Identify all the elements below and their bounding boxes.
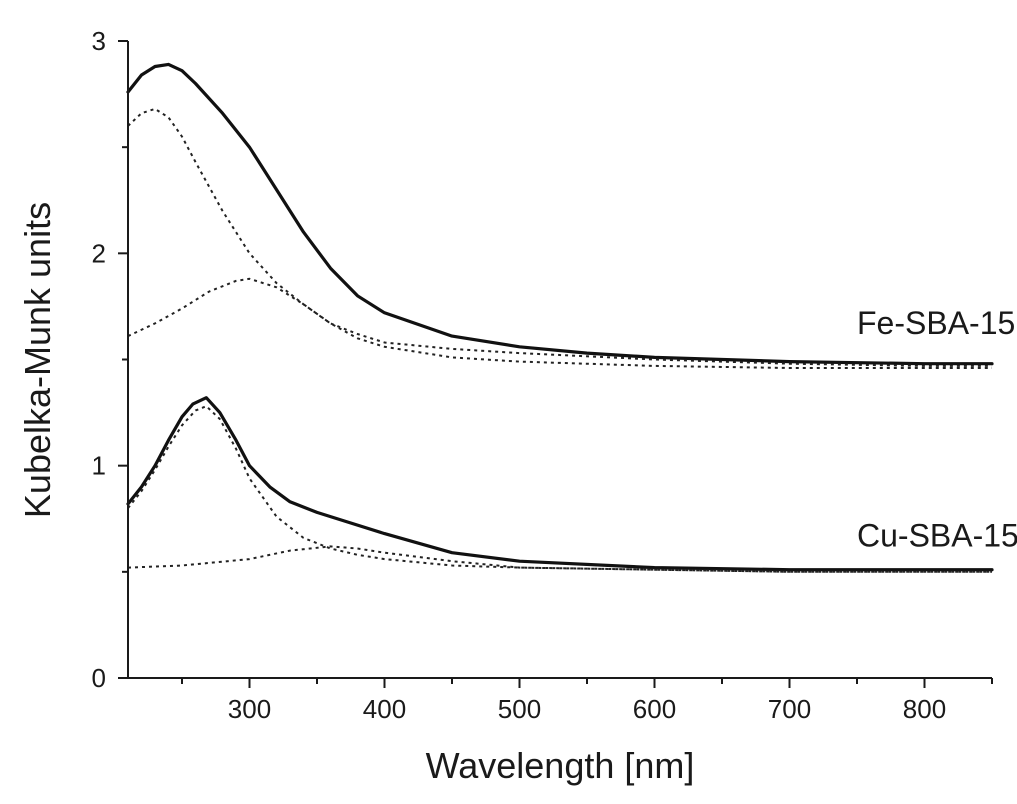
series-labels: Fe-SBA-15 Cu-SBA-15 [857,305,1017,553]
x-tick-label-700: 700 [768,694,811,724]
tick-labels: 300 400 500 600 700 800 0 1 2 3 [92,26,947,724]
y-tick-label-0: 0 [92,663,106,693]
series-label-2: Cu-SBA-15 [857,517,1017,553]
x-axis-title: Wavelength [nm] [426,745,695,786]
plot-lines [126,62,994,573]
y-tick-label-3: 3 [92,26,106,56]
axes [127,41,992,679]
x-tick-label-300: 300 [228,694,271,724]
series-line-6 [127,545,992,573]
series-line-3 [127,277,992,369]
y-tick-label-1: 1 [92,451,106,481]
series-line-4 [126,396,994,572]
ticks [118,40,993,688]
x-tick-label-400: 400 [363,694,406,724]
series-label-1: Fe-SBA-15 [857,305,1015,341]
y-axis-title: Kubelka-Munk units [17,202,58,518]
x-tick-label-500: 500 [498,694,541,724]
series-line-2 [127,107,992,367]
series-line-1 [126,62,994,366]
x-tick-label-800: 800 [903,694,946,724]
x-tick-label-600: 600 [633,694,676,724]
y-tick-label-2: 2 [92,238,106,268]
